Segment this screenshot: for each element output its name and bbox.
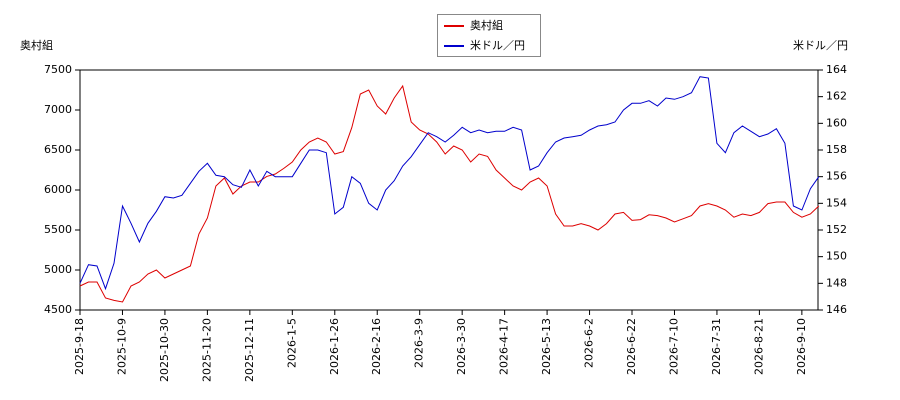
x-tick-label: 2026-4-17 (498, 318, 511, 375)
x-tick-label: 2025-10-30 (158, 318, 171, 382)
y2-tick-label: 158 (826, 143, 847, 156)
series-line (79, 84, 820, 303)
x-tick-label: 2026-3-30 (455, 318, 468, 375)
x-tick-label: 2026-2-16 (370, 318, 383, 375)
x-tick-label: 2025-12-11 (243, 318, 256, 382)
x-tick-label: 2026-1-5 (285, 318, 298, 368)
x-tick-label: 2026-7-10 (667, 318, 680, 375)
y2-tick-label: 152 (826, 223, 847, 236)
x-tick-label: 2026-7-31 (710, 318, 723, 375)
x-tick-label: 2025-11-20 (200, 318, 213, 382)
x-tick-label: 2025-9-18 (73, 318, 86, 375)
series-line (79, 76, 820, 291)
plot-frame (79, 69, 819, 311)
y2-tick-label: 148 (826, 276, 847, 289)
x-tick-label: 2026-9-10 (795, 318, 808, 375)
y2-tick-label: 150 (826, 250, 847, 263)
legend-label: 米ドル／円 (470, 39, 525, 52)
y-tick-label: 4500 (44, 303, 72, 316)
x-tick-label: 2026-6-22 (625, 318, 638, 375)
y2-tick-label: 162 (826, 90, 847, 103)
x-tick-label: 2026-5-13 (540, 318, 553, 375)
x-tick-label: 2026-3-9 (413, 318, 426, 368)
y2-tick-label: 156 (826, 170, 847, 183)
y-axis-label: 奥村組 (20, 38, 53, 52)
x-tick-label: 2026-8-21 (752, 318, 765, 375)
y-tick-label: 6500 (44, 143, 72, 156)
y2-axis-label: 米ドル／円 (793, 39, 848, 52)
y-tick-label: 7500 (44, 63, 72, 76)
x-tick-label: 2026-6-2 (583, 318, 596, 368)
x-tick-label: 2026-1-26 (328, 318, 341, 375)
x-tick-label: 2025-10-9 (115, 318, 128, 375)
y2-tick-label: 154 (826, 196, 847, 209)
y2-tick-label: 146 (826, 303, 847, 316)
legend-box (437, 14, 541, 57)
y2-tick-label: 164 (826, 63, 847, 76)
y-tick-label: 7000 (44, 103, 72, 116)
y-tick-label: 5500 (44, 223, 72, 236)
legend-label: 奥村組 (470, 18, 503, 32)
y-tick-label: 6000 (44, 183, 72, 196)
y2-tick-label: 160 (826, 116, 847, 129)
y-tick-label: 5000 (44, 263, 72, 276)
